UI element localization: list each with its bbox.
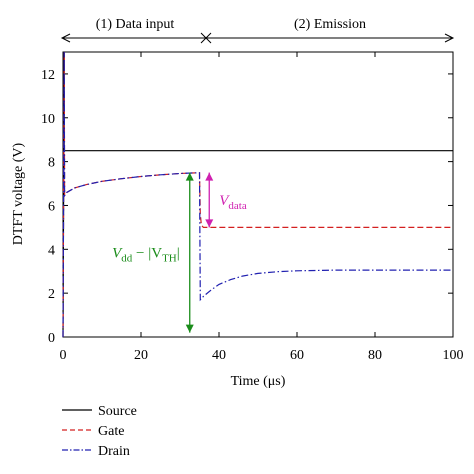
series-line-gate: [62, 51, 453, 338]
x-tick-label: 0: [60, 348, 67, 363]
y-axis-label: DTFT voltage (V): [11, 142, 26, 245]
annotation-arrowhead-bottom-vdd: [185, 324, 194, 333]
y-tick-label: 2: [48, 287, 55, 302]
annotation-arrowhead-top-vdata: [205, 172, 214, 181]
annotation-label-vdata: Vdata: [219, 193, 247, 212]
y-tick-label: 8: [48, 156, 55, 171]
legend-label-source: Source: [98, 404, 137, 419]
series-line-drain: [62, 51, 453, 338]
phase-label-emission: (2) Emission: [294, 17, 366, 32]
phase-bar: (1) Data input (2) Emission: [60, 17, 455, 44]
x-tick-label: 80: [368, 348, 382, 363]
annotation-arrowhead-top-vdd: [185, 172, 194, 181]
plot-frame: [62, 51, 454, 338]
y-tick-label: 12: [41, 68, 55, 83]
x-tick-label: 60: [290, 348, 304, 363]
x-tick-label: 40: [212, 348, 226, 363]
legend-label-drain: Drain: [98, 444, 130, 459]
phase-divider-x2: [200, 32, 212, 44]
legend: Source Gate Drain: [62, 404, 137, 459]
y-tick-label: 10: [41, 112, 55, 127]
phase-arrow-right-head: [444, 33, 455, 43]
series-layer: [62, 51, 453, 338]
x-tick-label: 20: [134, 348, 148, 363]
phase-label-data-input: (1) Data input: [96, 17, 175, 32]
x-axis-label: Time (μs): [231, 374, 286, 389]
annotation-layer: Vdd − |VTH| Vdata: [112, 172, 247, 333]
series-line-source: [62, 51, 453, 338]
y-tick-label: 6: [48, 199, 55, 214]
x-tick-label: 100: [443, 348, 464, 363]
y-tick-label: 0: [48, 331, 55, 346]
axis-ticks: 0 20 40 60 80 100 0 2 4 6 8 10 12: [41, 52, 464, 363]
annotation-arrowhead-bottom-vdata: [205, 219, 214, 228]
y-tick-label: 4: [48, 243, 55, 258]
legend-label-gate: Gate: [98, 424, 124, 439]
annotation-label-vdd: Vdd − |VTH|: [112, 246, 180, 265]
phase-arrow-left-head: [60, 33, 71, 43]
